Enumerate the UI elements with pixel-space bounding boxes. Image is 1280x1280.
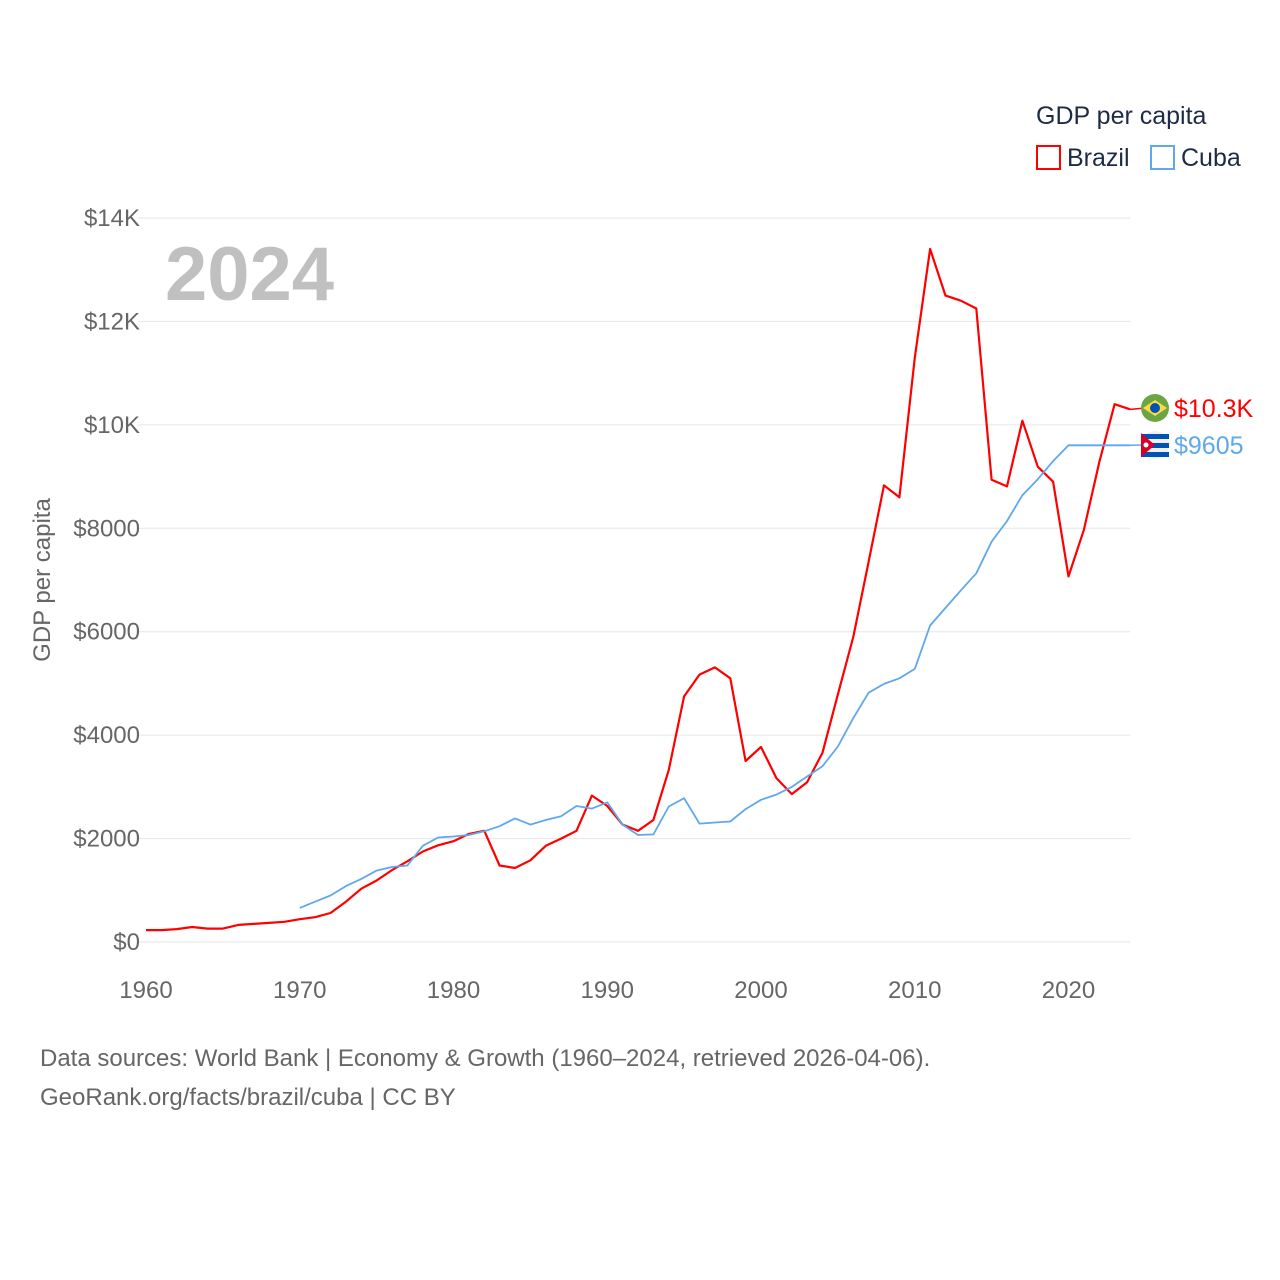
flag-stripe bbox=[1141, 443, 1169, 448]
y-tick-label: $14K bbox=[84, 205, 140, 232]
footer-sources: Data sources: World Bank | Economy & Gro… bbox=[40, 1045, 931, 1072]
x-tick-label: 1990 bbox=[581, 977, 634, 1004]
year-watermark: 2024 bbox=[165, 232, 334, 317]
series-lines bbox=[146, 247, 1131, 932]
legend-swatch-cuba bbox=[1150, 145, 1175, 170]
legend-item-brazil[interactable]: Brazil bbox=[1036, 144, 1130, 172]
y-axis-label: GDP per capita bbox=[29, 498, 56, 662]
y-tick-label: $0 bbox=[113, 929, 140, 956]
x-axis-ticks: 1960 1970 1980 1990 2000 2010 2020 bbox=[119, 977, 1095, 1004]
x-tick-label: 2010 bbox=[888, 977, 941, 1004]
y-tick-label: $2000 bbox=[73, 826, 140, 853]
legend-title: GDP per capita bbox=[1036, 102, 1207, 130]
end-value-label-cuba: $9605 bbox=[1174, 432, 1244, 460]
y-tick-label: $6000 bbox=[73, 619, 140, 646]
y-tick-label: $8000 bbox=[73, 515, 140, 542]
x-tick-label: 2020 bbox=[1042, 977, 1095, 1004]
series-line-cuba bbox=[299, 444, 1130, 909]
end-value-label-brazil: $10.3K bbox=[1174, 395, 1254, 423]
x-tick-label: 1980 bbox=[427, 977, 480, 1004]
legend-swatch-brazil bbox=[1036, 145, 1061, 170]
cuba-flag-icon bbox=[1141, 431, 1169, 459]
x-tick-label: 2000 bbox=[734, 977, 787, 1004]
legend-label-cuba: Cuba bbox=[1181, 144, 1241, 172]
footer-link[interactable]: GeoRank.org/facts/brazil/cuba | CC BY bbox=[40, 1084, 456, 1111]
y-tick-label: $12K bbox=[84, 308, 140, 335]
x-tick-label: 1960 bbox=[119, 977, 172, 1004]
brazil-flag-icon bbox=[1141, 394, 1169, 422]
legend-label-brazil: Brazil bbox=[1067, 144, 1130, 172]
flag-stripe bbox=[1141, 434, 1169, 439]
flag-globe bbox=[1150, 403, 1160, 413]
end-labels: $10.3K $9605 bbox=[1129, 394, 1254, 460]
x-tick-label: 1970 bbox=[273, 977, 326, 1004]
legend-item-cuba[interactable]: Cuba bbox=[1150, 144, 1241, 172]
y-axis-ticks: $0 $2000 $4000 $6000 $8000 $10K $12K $14K bbox=[73, 205, 140, 956]
flag-stripe bbox=[1141, 452, 1169, 457]
series-line-brazil bbox=[146, 247, 1131, 932]
line-chart: $0$2000$4000$6000$8000$10K$12K$14K 1960 1… bbox=[29, 102, 1254, 1004]
y-tick-label: $10K bbox=[84, 412, 140, 439]
y-tick-label: $4000 bbox=[73, 722, 140, 749]
gridlines bbox=[138, 217, 1130, 943]
flag-star bbox=[1143, 442, 1149, 448]
